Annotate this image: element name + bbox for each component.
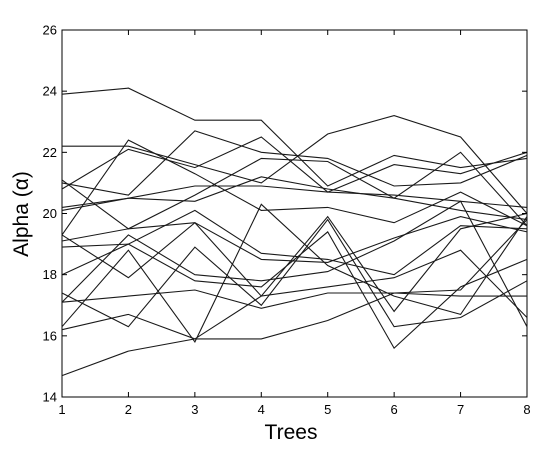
series-line-9 (61, 209, 528, 276)
y-axis: 14 16 18 20 22 24 26 (43, 23, 527, 405)
series-line-12 (61, 221, 528, 318)
x-tick-label: 7 (457, 402, 464, 417)
series-line-11 (61, 200, 528, 327)
series-line-17 (61, 292, 527, 340)
series-line-7 (61, 139, 528, 236)
y-tick-label: 18 (43, 267, 57, 282)
y-tick-label: 24 (43, 84, 57, 99)
series-line-5 (61, 185, 528, 208)
y-tick-label: 16 (43, 328, 57, 343)
series-line-14 (61, 203, 528, 343)
y-tick-label: 20 (43, 206, 57, 221)
series-line-1 (61, 87, 528, 187)
series-line-13 (61, 231, 528, 349)
y-tick-label: 14 (43, 390, 57, 405)
series-line-10 (61, 216, 528, 263)
y-axis-label: Alpha (α) (10, 171, 33, 257)
y-tick-label: 22 (43, 145, 57, 160)
x-tick-label: 8 (523, 402, 530, 417)
series-line-16 (61, 219, 528, 309)
plot-frame (61, 29, 528, 398)
x-tick-label: 6 (391, 402, 398, 417)
series-layer (61, 87, 528, 377)
x-axis: 1 2 3 4 5 6 7 8 (58, 30, 531, 417)
x-axis-label: Trees (265, 421, 318, 444)
y-tick-label: 26 (43, 23, 57, 38)
series-line-15 (61, 218, 528, 328)
series-line-18 (61, 212, 528, 377)
series-line-8 (61, 151, 528, 230)
series-line-4 (61, 136, 528, 193)
series-line-3 (61, 130, 528, 196)
x-tick-label: 5 (324, 402, 331, 417)
x-tick-label: 3 (191, 402, 198, 417)
series-line-2 (62, 115, 528, 214)
x-tick-label: 2 (125, 402, 132, 417)
x-tick-label: 1 (58, 402, 65, 417)
x-tick-label: 4 (258, 402, 265, 417)
